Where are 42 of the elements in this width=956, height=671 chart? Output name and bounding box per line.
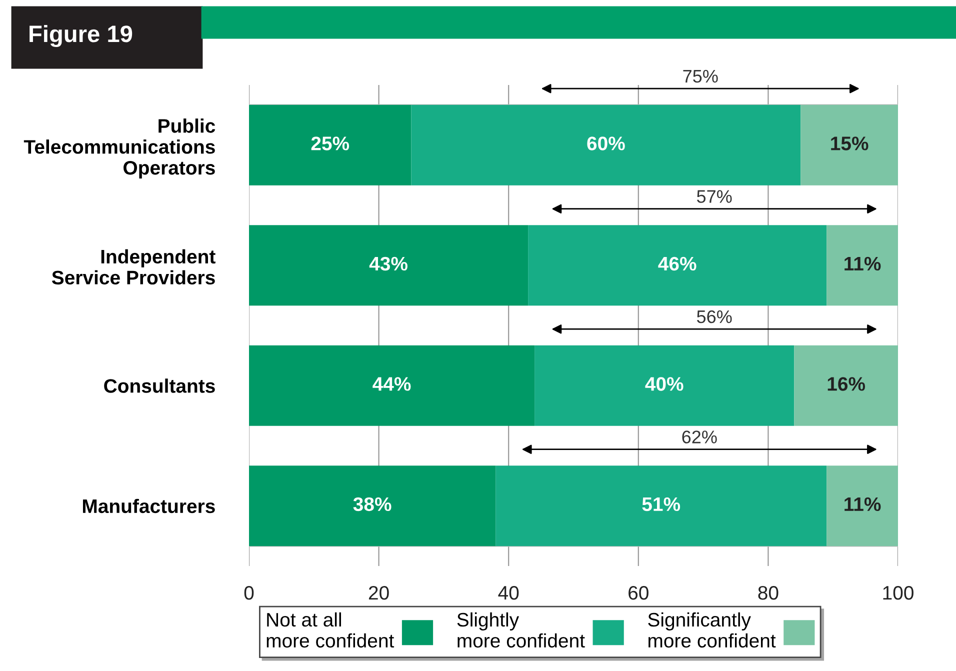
annotation: 56% xyxy=(696,310,732,324)
text: 75% xyxy=(683,70,718,83)
bar xyxy=(249,466,496,546)
bar xyxy=(249,225,528,306)
data-label: 46% xyxy=(658,256,696,271)
data-label: 15% xyxy=(831,136,868,150)
bar xyxy=(249,345,535,426)
bar xyxy=(534,345,794,426)
x-tick-label: 40 xyxy=(498,586,519,600)
bar xyxy=(794,345,898,426)
annotation: 57% xyxy=(696,190,732,203)
y-tick-label: Manufacturers xyxy=(82,498,215,514)
data-label: 11% xyxy=(844,497,881,512)
legend-label: Not at all more confident xyxy=(266,612,394,648)
data-label: 60% xyxy=(587,136,625,150)
bar xyxy=(249,104,412,186)
data-label: 11% xyxy=(844,256,881,271)
x-tick-label: 0 xyxy=(244,586,254,600)
data-label: 25% xyxy=(311,136,350,150)
bar xyxy=(826,225,898,306)
legend-label: Slightly more confident xyxy=(457,612,585,648)
y-tick-label: Independent Service Providers xyxy=(52,249,216,284)
data-label: 51% xyxy=(642,497,680,512)
legend-label: Significantly more confident xyxy=(648,612,776,648)
bar xyxy=(826,466,898,546)
x-tick-label: 20 xyxy=(368,586,389,600)
bar xyxy=(800,104,898,186)
data-label: 16% xyxy=(828,377,866,391)
y-tick-label: Public Telecommunications Operators xyxy=(24,118,216,179)
chart-title: Figure 19 xyxy=(30,24,132,48)
y-tick-label: Consultants xyxy=(104,378,215,393)
data-label: 38% xyxy=(353,497,392,512)
x-tick-label: 80 xyxy=(758,586,778,600)
data-label: 43% xyxy=(369,256,408,271)
x-tick-label: 60 xyxy=(628,586,648,600)
bar xyxy=(528,225,827,306)
annotation: 62% xyxy=(682,430,717,444)
bar xyxy=(496,466,827,546)
bar xyxy=(411,104,801,186)
data-label: 40% xyxy=(645,377,684,391)
data-label: 44% xyxy=(372,377,411,391)
x-tick-label: 100 xyxy=(883,586,914,600)
